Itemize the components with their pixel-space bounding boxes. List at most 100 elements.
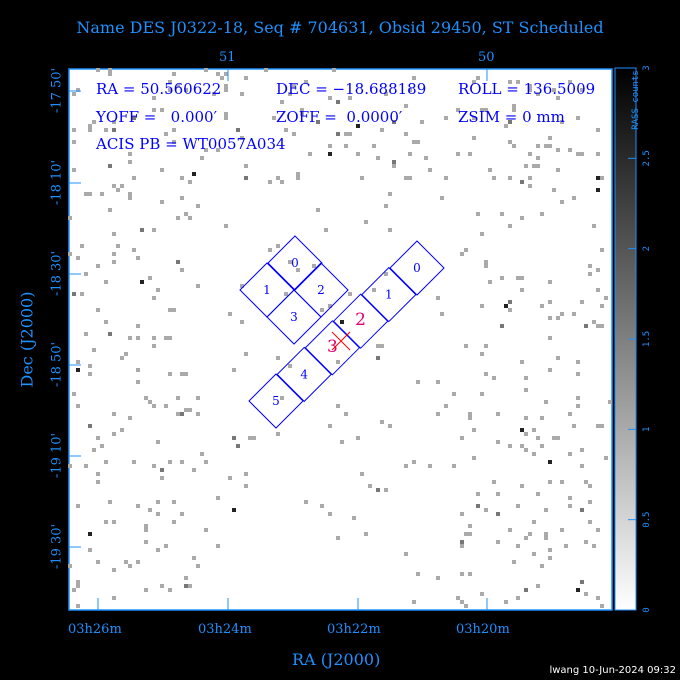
rass-pixel	[292, 84, 296, 88]
rass-pixel	[76, 580, 80, 584]
rass-pixel	[424, 156, 428, 160]
rass-pixel	[88, 192, 92, 196]
zsim-readout: ZSIM = 0 mm	[458, 108, 565, 126]
yoff-readout: YOFF = 0.000′	[96, 108, 218, 126]
rass-pixel	[112, 184, 116, 188]
rass-pixel	[276, 356, 280, 360]
rass-pixel	[580, 508, 584, 512]
rass-pixel	[600, 324, 604, 328]
rass-pixel	[356, 436, 360, 440]
rass-pixel	[460, 544, 464, 548]
rass-pixel	[96, 68, 100, 72]
rass-pixel	[344, 144, 348, 148]
rass-pixel	[472, 136, 476, 140]
rass-pixel	[128, 416, 132, 420]
rass-pixel	[204, 68, 208, 72]
rass-pixel	[568, 504, 572, 508]
rass-pixel	[336, 404, 340, 408]
rass-pixel	[596, 128, 600, 132]
rass-pixel	[472, 80, 476, 84]
rass-pixel	[96, 472, 100, 476]
rass-pixel	[144, 396, 148, 400]
rass-pixel	[516, 276, 520, 280]
y-tick-label: -18 10'	[49, 159, 65, 206]
rass-pixel	[76, 88, 80, 92]
chip-label: 2	[355, 310, 366, 330]
rass-pixel	[412, 460, 416, 464]
rass-pixel	[468, 416, 472, 420]
rass-pixel	[368, 484, 372, 488]
rass-pixel	[460, 540, 464, 544]
rass-pixel	[584, 480, 588, 484]
rass-pixel	[84, 464, 88, 468]
rass-pixel	[76, 584, 80, 588]
rass-pixel	[348, 96, 352, 100]
rass-pixel	[356, 124, 360, 128]
rass-pixel	[468, 152, 472, 156]
rass-pixel	[384, 488, 388, 492]
rass-pixel	[568, 412, 572, 416]
rass-pixel	[196, 412, 200, 416]
rass-pixel	[116, 188, 120, 192]
rass-pixel	[516, 596, 520, 600]
ccd-chip	[248, 373, 304, 429]
rass-pixel	[292, 132, 296, 136]
rass-pixel	[596, 596, 600, 600]
rass-pixel	[468, 532, 472, 536]
rass-pixel	[84, 192, 88, 196]
rass-pixel	[184, 584, 188, 588]
rass-pixel	[404, 104, 408, 108]
rass-pixel	[480, 304, 484, 308]
rass-pixel	[184, 88, 188, 92]
rass-pixel	[580, 88, 584, 92]
rass-pixel	[196, 284, 200, 288]
rass-pixel	[244, 176, 248, 180]
rass-pixel	[572, 196, 576, 200]
rass-pixel	[596, 424, 600, 428]
rass-pixel	[584, 592, 588, 596]
rass-pixel	[196, 396, 200, 400]
rass-pixel	[152, 96, 156, 100]
rass-pixel	[124, 352, 128, 356]
rass-pixel	[312, 264, 316, 268]
rass-pixel	[508, 176, 512, 180]
dec-readout: DEC = −18.688189	[276, 80, 427, 98]
top-tick-label: 50	[478, 50, 495, 65]
rass-pixel	[580, 448, 584, 452]
footer-stamp: lwang 10-Jun-2024 09:32	[549, 665, 676, 676]
rass-pixel	[544, 532, 548, 536]
rass-pixel	[228, 312, 232, 316]
rass-pixel	[540, 304, 544, 308]
rass-pixel	[360, 176, 364, 180]
ccd-chip	[267, 235, 323, 291]
rass-pixel	[388, 228, 392, 232]
rass-pixel	[460, 252, 464, 256]
rass-pixel	[548, 368, 552, 372]
rass-pixel	[276, 432, 280, 436]
rass-pixel	[88, 548, 92, 552]
rass-pixel	[480, 592, 484, 596]
rass-pixel	[484, 108, 488, 112]
rass-pixel	[484, 372, 488, 376]
rass-pixel	[132, 460, 136, 464]
rass-pixel	[104, 320, 108, 324]
rass-pixel	[560, 480, 564, 484]
rass-pixel	[364, 532, 368, 536]
rass-pixel	[548, 480, 552, 484]
rass-pixel	[172, 128, 176, 132]
rass-pixel	[520, 288, 524, 292]
rass-pixel	[564, 544, 568, 548]
rass-pixel	[248, 436, 252, 440]
rass-pixel	[152, 296, 156, 300]
rass-pixel	[440, 196, 444, 200]
rass-pixel	[128, 196, 132, 200]
rass-pixel	[476, 212, 480, 216]
rass-pixel	[480, 352, 484, 356]
rass-pixel	[196, 564, 200, 568]
rass-pixel	[528, 88, 532, 92]
rass-pixel	[152, 404, 156, 408]
rass-pixel	[376, 344, 380, 348]
rass-pixel	[176, 216, 180, 220]
rass-pixel	[556, 316, 560, 320]
rass-pixel	[316, 208, 320, 212]
